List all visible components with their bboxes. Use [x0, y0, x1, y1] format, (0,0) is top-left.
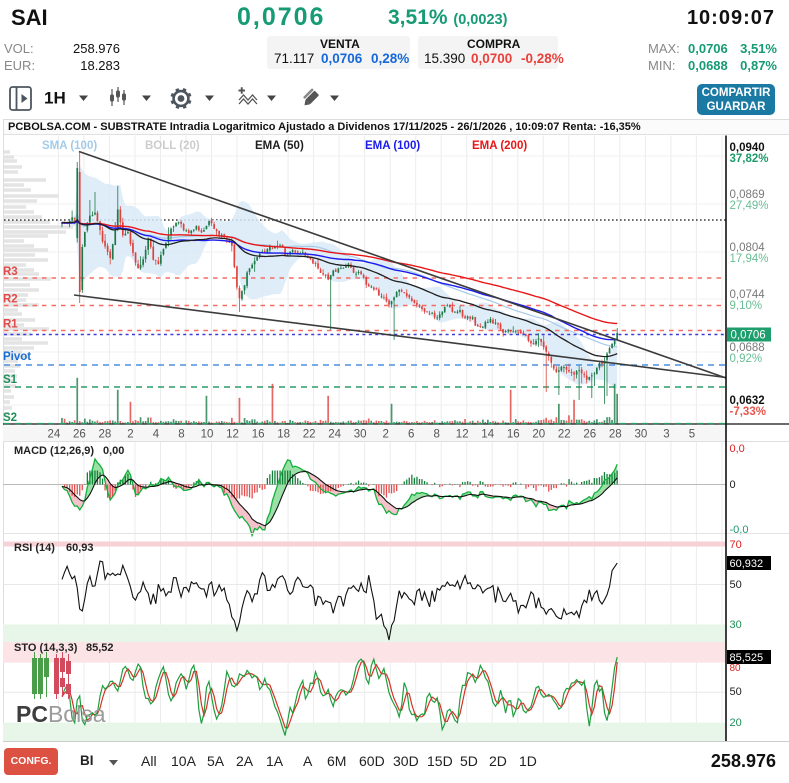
- svg-text:0: 0: [730, 479, 736, 491]
- svg-text:18: 18: [277, 429, 290, 441]
- svg-text:22: 22: [558, 429, 571, 441]
- svg-text:PCBolsa: PCBolsa: [16, 701, 106, 727]
- svg-text:EMA (200): EMA (200): [472, 140, 527, 152]
- svg-text:28: 28: [609, 429, 622, 441]
- svg-text:4: 4: [153, 429, 160, 441]
- svg-text:22: 22: [303, 429, 316, 441]
- svg-text:16: 16: [507, 429, 520, 441]
- svg-text:17,94%: 17,94%: [730, 253, 769, 265]
- svg-text:28: 28: [99, 429, 112, 441]
- svg-text:85,52: 85,52: [86, 642, 114, 654]
- svg-text:50: 50: [730, 686, 742, 698]
- svg-text:8: 8: [433, 429, 439, 441]
- svg-text:50: 50: [730, 579, 742, 591]
- svg-text:12: 12: [456, 429, 469, 441]
- svg-text:S2: S2: [3, 412, 17, 424]
- svg-text:26: 26: [73, 429, 86, 441]
- svg-text:20: 20: [532, 429, 545, 441]
- svg-text:30: 30: [730, 619, 742, 631]
- svg-text:6: 6: [408, 429, 414, 441]
- svg-text:30: 30: [635, 429, 648, 441]
- svg-text:Pivot: Pivot: [3, 351, 31, 363]
- svg-text:10: 10: [201, 429, 214, 441]
- svg-text:0,92%: 0,92%: [730, 353, 763, 365]
- svg-text:37,82%: 37,82%: [730, 153, 769, 165]
- svg-text:0,0632: 0,0632: [730, 395, 765, 407]
- svg-text:60,932: 60,932: [730, 558, 764, 570]
- svg-text:2: 2: [127, 429, 133, 441]
- svg-text:85,525: 85,525: [730, 652, 764, 664]
- svg-text:14: 14: [481, 429, 494, 441]
- svg-text:5: 5: [689, 429, 695, 441]
- svg-text:30: 30: [354, 429, 367, 441]
- svg-text:MACD (12,26,9): MACD (12,26,9): [14, 445, 94, 457]
- svg-text:24: 24: [48, 429, 61, 441]
- svg-text:0,0869: 0,0869: [730, 189, 765, 201]
- svg-text:27,49%: 27,49%: [730, 200, 769, 212]
- svg-text:20: 20: [730, 717, 742, 729]
- svg-text:-0,0: -0,0: [730, 524, 749, 536]
- svg-text:1H: 1H: [44, 89, 66, 108]
- svg-text:EMA (100): EMA (100): [365, 140, 420, 152]
- svg-text:0,0688: 0,0688: [730, 342, 765, 354]
- svg-text:-7,33%: -7,33%: [730, 406, 766, 418]
- svg-text:2: 2: [382, 429, 388, 441]
- svg-text:0,0940: 0,0940: [730, 142, 765, 154]
- svg-text:R1: R1: [3, 319, 18, 331]
- svg-text:12: 12: [226, 429, 239, 441]
- svg-text:60,93: 60,93: [66, 542, 94, 554]
- svg-text:3: 3: [663, 429, 669, 441]
- svg-text:8: 8: [178, 429, 184, 441]
- svg-text:80: 80: [730, 663, 742, 674]
- svg-text:S1: S1: [3, 374, 18, 386]
- svg-text:0,0: 0,0: [730, 443, 745, 455]
- svg-text:0,0744: 0,0744: [730, 289, 766, 301]
- svg-text:24: 24: [328, 429, 341, 441]
- svg-text:0,0804: 0,0804: [730, 242, 766, 254]
- svg-text:R3: R3: [3, 266, 18, 278]
- svg-text:STO (14,3,3): STO (14,3,3): [14, 642, 78, 654]
- svg-text:9,10%: 9,10%: [730, 300, 763, 312]
- svg-text:26: 26: [583, 429, 596, 441]
- svg-text:SMA (100): SMA (100): [42, 140, 97, 152]
- svg-text:EMA (50): EMA (50): [255, 140, 304, 152]
- svg-text:16: 16: [252, 429, 265, 441]
- svg-text:0,00: 0,00: [103, 445, 124, 457]
- svg-text:BOLL (20): BOLL (20): [145, 140, 200, 152]
- svg-text:RSI (14): RSI (14): [14, 542, 55, 554]
- svg-text:70: 70: [730, 539, 742, 551]
- svg-text:0,0706: 0,0706: [731, 330, 766, 342]
- svg-text:R2: R2: [3, 294, 18, 306]
